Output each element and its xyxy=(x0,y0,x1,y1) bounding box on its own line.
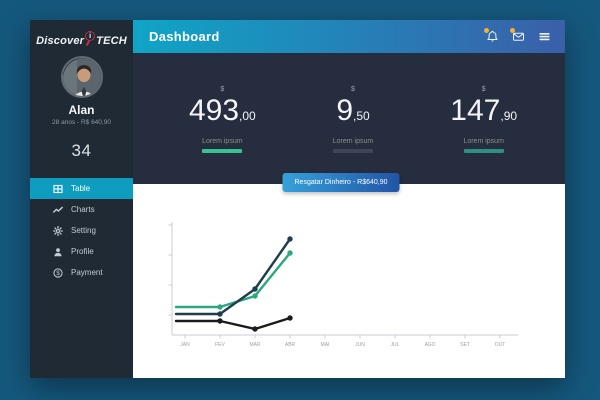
stat-amount: 9,50 xyxy=(336,94,370,127)
stat-progress-bar xyxy=(333,149,373,153)
app-window: Discover i TECH Alan 28 anos - R$ 640, xyxy=(30,20,565,378)
chart-panel: Resgatar Dinheiro - R$640,90 JAN FEV MAR AB… xyxy=(133,173,565,378)
sidebar-menu: Table Charts Setting xyxy=(30,178,133,283)
hamburger-menu-icon[interactable] xyxy=(538,30,551,43)
svg-text:SET: SET xyxy=(460,342,470,348)
app-logo: Discover i TECH xyxy=(36,31,127,47)
stat-label: Lorem ipsum xyxy=(202,138,243,145)
message-badge xyxy=(510,28,515,33)
svg-text:JUN: JUN xyxy=(355,342,365,348)
magnifier-i-icon: i xyxy=(85,31,96,41)
svg-text:AGO: AGO xyxy=(424,342,435,348)
stat-label: Lorem ipsum xyxy=(332,138,374,145)
svg-text:ABR: ABR xyxy=(285,342,296,348)
svg-text:FEV: FEV xyxy=(215,342,225,348)
sidebar-item-table[interactable]: Table xyxy=(30,178,133,199)
logo-text-right: TECH xyxy=(96,35,127,47)
stat-amount: 493,00 xyxy=(188,94,256,127)
svg-text:JUL: JUL xyxy=(391,342,400,348)
sidebar-item-label: Charts xyxy=(71,205,95,214)
table-icon xyxy=(53,184,63,194)
main-area: Dashboard $ xyxy=(133,20,565,378)
user-name: Alan xyxy=(68,103,95,117)
currency-symbol: $ xyxy=(351,86,355,93)
stat-card-2: $ 9,50 Lorem ipsum xyxy=(288,86,419,184)
svg-text:OUT: OUT xyxy=(495,342,506,348)
page-title: Dashboard xyxy=(149,29,220,44)
sidebar-item-setting[interactable]: Setting xyxy=(30,220,133,241)
stat-card-3: $ 147,90 Lorem ipsum xyxy=(418,86,549,184)
top-bar: Dashboard xyxy=(133,20,565,53)
svg-text:$: $ xyxy=(56,271,60,277)
person-icon xyxy=(53,247,63,257)
stat-label: Lorem ipsum xyxy=(463,138,504,145)
line-chart: JAN FEV MAR ABR MAI JUN JUL AGO SET OUT xyxy=(168,222,518,348)
sidebar-item-label: Table xyxy=(71,184,91,193)
currency-symbol: $ xyxy=(481,86,486,93)
svg-text:MAI: MAI xyxy=(321,342,330,348)
notifications-bell-icon[interactable] xyxy=(484,28,499,43)
sidebar-item-charts[interactable]: Charts xyxy=(30,199,133,220)
payment-icon: $ xyxy=(53,267,63,278)
user-score: 34 xyxy=(71,141,92,160)
sidebar-item-label: Profile xyxy=(71,247,94,256)
svg-text:JAN: JAN xyxy=(180,342,190,348)
stat-progress-bar xyxy=(463,149,504,153)
topbar-actions xyxy=(484,28,551,43)
redeem-money-button[interactable]: Resgatar Dinheiro - R$640,90 xyxy=(282,173,400,192)
sidebar: Discover i TECH Alan 28 anos - R$ 640, xyxy=(30,20,133,378)
stat-progress-bar xyxy=(202,149,243,153)
notification-badge xyxy=(484,28,489,33)
sidebar-item-label: Setting xyxy=(71,226,96,235)
avatar-photo xyxy=(62,58,101,96)
gear-icon xyxy=(53,225,63,236)
avatar[interactable] xyxy=(60,56,103,98)
sidebar-item-label: Payment xyxy=(71,268,103,277)
svg-text:MAR: MAR xyxy=(249,342,261,348)
messages-envelope-icon[interactable] xyxy=(510,28,525,43)
logo-text-left: Discover xyxy=(36,35,85,47)
stat-card-1: $ 493,00 Lorem ipsum xyxy=(157,86,288,184)
sidebar-item-profile[interactable]: Profile xyxy=(30,241,133,262)
currency-symbol: $ xyxy=(220,86,225,93)
user-meta: 28 anos - R$ 640,90 xyxy=(52,119,111,126)
stats-panel: $ 493,00 Lorem ipsum $ 9,50 Lorem ipsum … xyxy=(133,53,565,184)
sidebar-item-payment[interactable]: $ Payment xyxy=(30,262,133,283)
stat-amount: 147,90 xyxy=(450,94,518,127)
charts-icon xyxy=(53,205,63,215)
